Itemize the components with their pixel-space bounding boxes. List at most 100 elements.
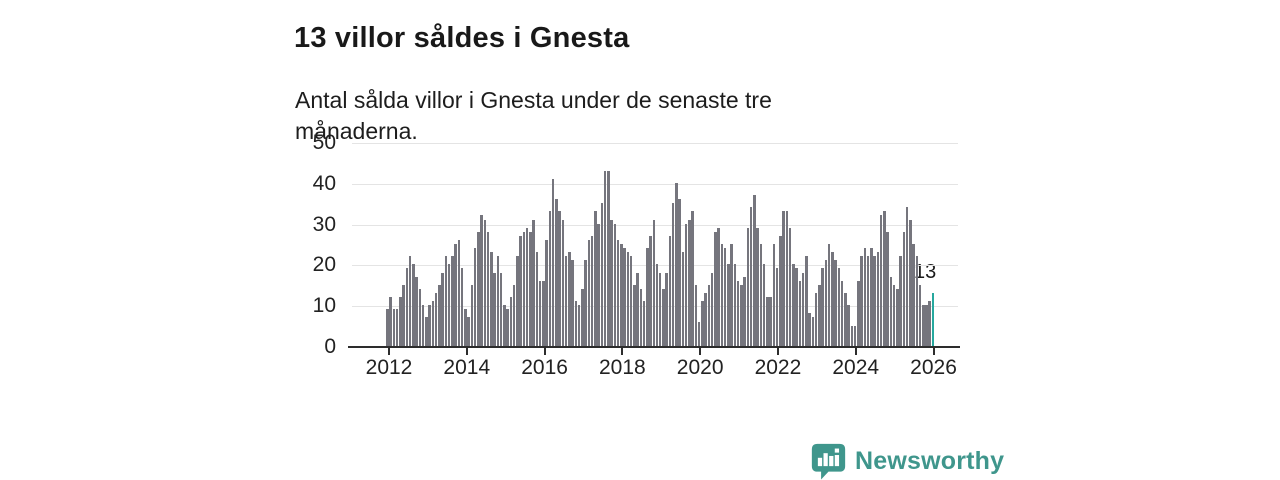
bar (464, 309, 467, 346)
bar (707, 284, 711, 346)
bar (636, 272, 639, 346)
bar (759, 244, 763, 346)
newsworthy-logo-text: Newsworthy (855, 447, 1005, 475)
bar (454, 244, 457, 346)
bar (853, 325, 857, 346)
bar (639, 288, 643, 346)
bar (886, 231, 889, 346)
bar (441, 272, 444, 346)
bar (600, 203, 604, 346)
bar (746, 227, 750, 346)
bar (590, 235, 594, 346)
bar (642, 301, 646, 346)
bar (470, 284, 474, 346)
bar (681, 252, 685, 346)
bar (834, 260, 837, 346)
highlighted-bar (931, 292, 935, 346)
bar (405, 268, 409, 346)
bar (675, 182, 678, 346)
bar (824, 260, 828, 346)
bar (568, 252, 571, 346)
bar (710, 272, 714, 346)
bar (477, 231, 480, 346)
bar (730, 244, 733, 346)
bar (905, 207, 909, 346)
bar (892, 284, 896, 346)
bar (516, 256, 519, 346)
bar (610, 219, 613, 346)
x-tick-label: 2026 (910, 356, 957, 379)
x-tick (621, 348, 624, 355)
bar (395, 309, 399, 346)
bar (697, 321, 701, 346)
x-tick (699, 348, 702, 355)
y-tick-label: 30 (312, 212, 336, 236)
gridline (352, 306, 958, 308)
x-tick-label: 2020 (676, 356, 724, 379)
bar (866, 256, 870, 346)
bar (662, 288, 665, 346)
bar (701, 301, 704, 346)
bar (629, 256, 633, 346)
bar (447, 264, 451, 346)
bar (493, 272, 496, 346)
bar (594, 211, 597, 346)
bar (870, 248, 873, 346)
bar (818, 284, 821, 346)
bar (775, 268, 779, 346)
bar (857, 280, 860, 346)
bar (633, 284, 636, 346)
bar (584, 260, 587, 346)
bar (503, 305, 506, 346)
bar (847, 305, 850, 346)
x-tick (388, 348, 390, 355)
bar (863, 248, 867, 346)
bar (821, 268, 824, 346)
bar (577, 305, 581, 346)
y-tick-label: 40 (312, 171, 336, 195)
bar (658, 272, 662, 346)
bar (733, 264, 737, 346)
bar (798, 280, 802, 346)
bar (483, 219, 487, 346)
bar (499, 272, 503, 346)
bar (564, 256, 568, 346)
bar (915, 256, 918, 346)
bar (779, 235, 782, 346)
bar (558, 211, 561, 346)
bar (736, 280, 740, 346)
x-tick-label: 2022 (754, 356, 802, 379)
bar (506, 309, 509, 346)
bar (620, 244, 623, 346)
bar (922, 305, 925, 346)
x-tick (776, 348, 779, 355)
bar (655, 264, 659, 346)
bar (769, 297, 772, 346)
bar (879, 215, 883, 346)
bar (496, 256, 500, 346)
bar (840, 280, 844, 346)
bar (386, 309, 389, 346)
bar (545, 239, 548, 346)
bar (551, 178, 555, 346)
bar (574, 301, 578, 346)
bar (555, 199, 558, 346)
bar (694, 284, 698, 346)
bar (912, 244, 915, 346)
bar (408, 256, 412, 346)
bar (415, 276, 418, 346)
bar (831, 252, 834, 346)
x-tick-label: 2016 (521, 356, 568, 379)
bar (616, 239, 620, 346)
bar (529, 231, 532, 346)
bar (597, 223, 600, 346)
bar (421, 305, 425, 346)
bar (795, 268, 798, 346)
x-tick (932, 348, 935, 355)
bar (704, 292, 707, 346)
bar (486, 231, 490, 346)
y-tick-label: 20 (312, 253, 336, 277)
bar (678, 199, 681, 346)
bar (451, 256, 454, 346)
bar (509, 297, 513, 346)
